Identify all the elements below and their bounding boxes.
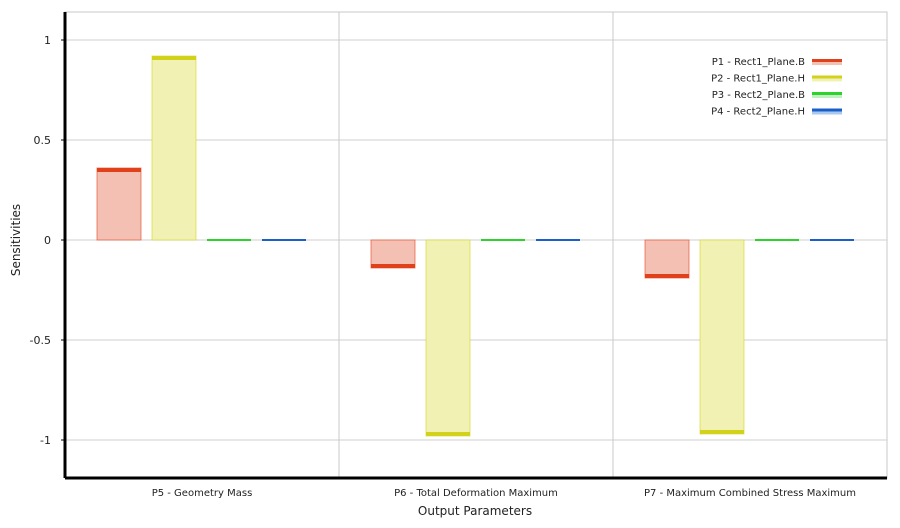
axes <box>63 12 887 480</box>
bar <box>96 167 142 241</box>
x-tick-label: P5 - Geometry Mass <box>152 488 253 499</box>
bar-value-marker <box>810 239 854 241</box>
bar-value-marker <box>755 239 799 241</box>
y-tick-label: -0.5 <box>30 334 51 347</box>
y-tick-label: 1 <box>44 34 51 47</box>
x-axis-label: Output Parameters <box>418 504 532 518</box>
bar-value-marker <box>371 264 415 268</box>
legend: P1 - Rect1_Plane.B P2 - Rect1_Plane.H P3 -… <box>711 57 842 118</box>
bar <box>425 239 471 437</box>
legend-swatch-line <box>812 108 842 112</box>
y-tick-label: 0 <box>44 234 51 247</box>
y-axis-label: Sensitivities <box>9 204 23 276</box>
y-tick-label: -1 <box>40 434 51 447</box>
bar-value-marker <box>426 432 470 436</box>
y-tick-label: 0.5 <box>34 134 52 147</box>
bar-value-marker <box>207 239 251 241</box>
bar-value-marker <box>152 56 196 60</box>
bar-value-marker <box>262 239 306 241</box>
legend-label: P3 - Rect2_Plane.B <box>712 90 805 101</box>
legend-swatch-line <box>812 92 842 95</box>
bar-value-marker <box>700 430 744 434</box>
bars <box>96 55 854 437</box>
legend-label: P1 - Rect1_Plane.B <box>712 57 805 68</box>
x-tick-label: P6 - Total Deformation Maximum <box>394 488 558 499</box>
bar <box>370 239 416 269</box>
bar-value-marker <box>481 239 525 241</box>
bar <box>644 239 690 279</box>
legend-label: P4 - Rect2_Plane.H <box>711 107 805 118</box>
legend-label: P2 - Rect1_Plane.H <box>711 74 805 85</box>
bar <box>151 55 197 241</box>
bar-value-marker <box>536 239 580 241</box>
bar <box>699 239 745 435</box>
bar-value-marker <box>645 274 689 278</box>
x-tick-label: P7 - Maximum Combined Stress Maximum <box>644 488 856 499</box>
legend-swatch-line <box>812 59 842 62</box>
x-tick-labels: P5 - Geometry Mass P6 - Total Deformation… <box>152 488 856 499</box>
y-tick-labels: 1 0.5 0 -0.5 -1 <box>30 34 51 447</box>
legend-swatch-line <box>812 75 842 79</box>
bar-value-marker <box>97 168 141 172</box>
